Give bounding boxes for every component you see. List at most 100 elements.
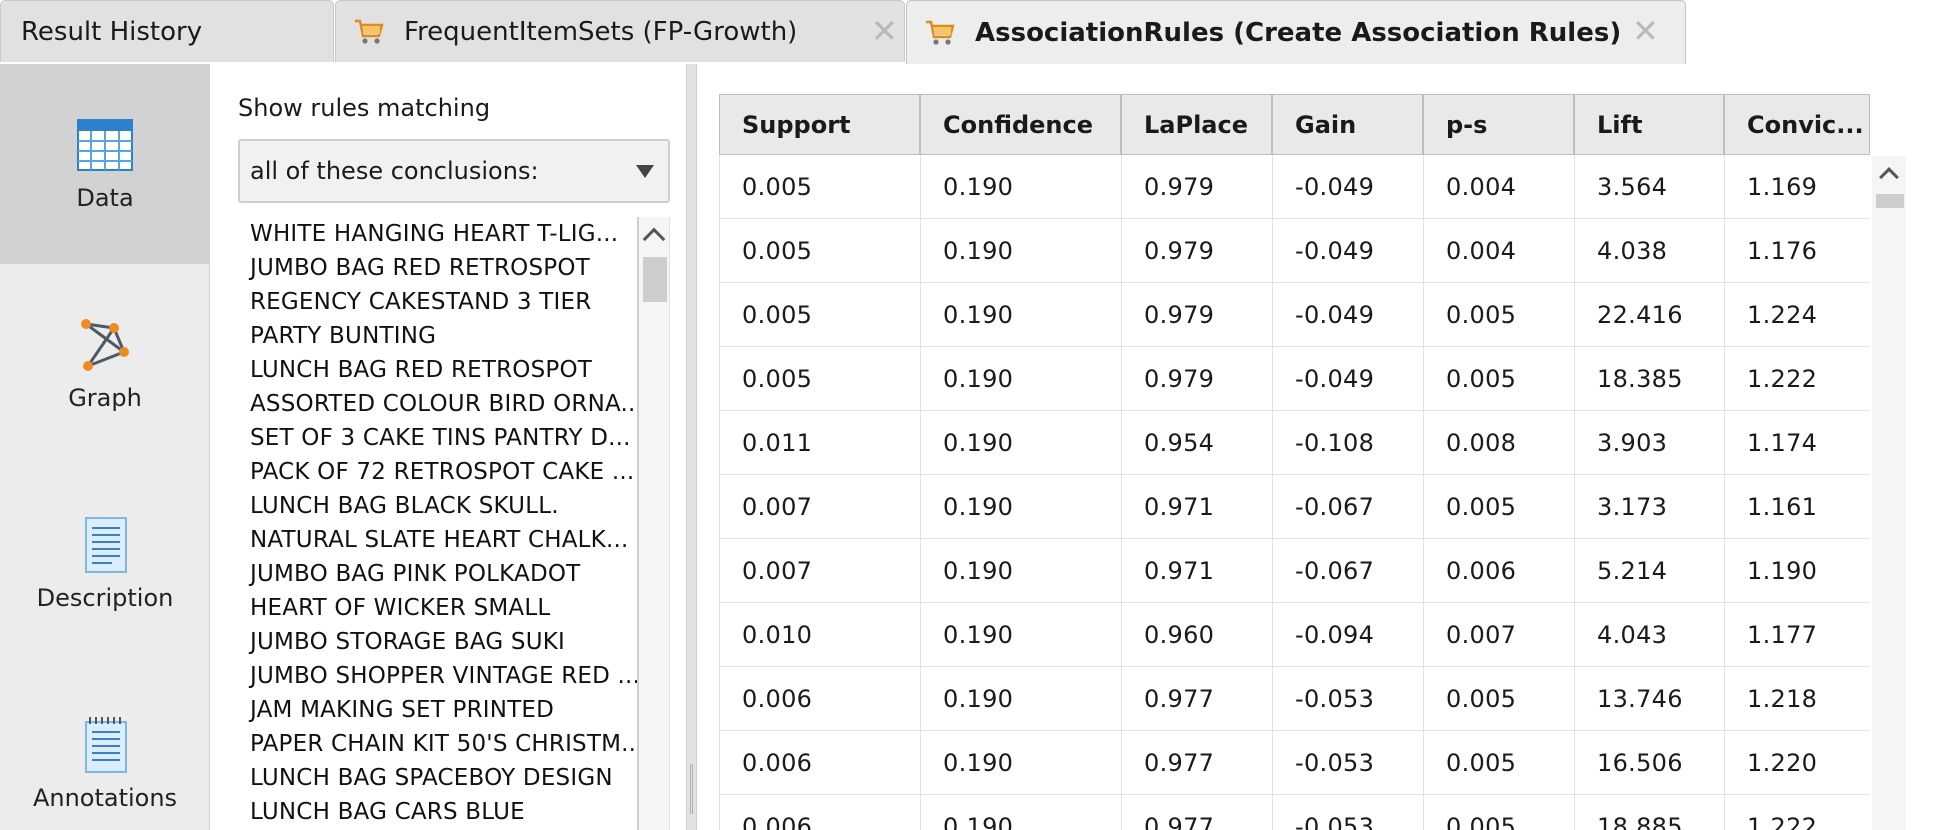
list-item[interactable]: JUMBO BAG RED RETROSPOT	[250, 255, 590, 281]
table-cell: 0.979	[1121, 347, 1272, 411]
list-item[interactable]: JUMBO STORAGE BAG SUKI	[250, 629, 565, 655]
table-cell: 0.006	[719, 795, 920, 830]
table-cell: 0.005	[1423, 667, 1574, 731]
tab-label: Result History	[21, 16, 203, 47]
table-cell: 0.005	[719, 155, 920, 219]
table-cell: 1.224	[1724, 283, 1870, 347]
table-row[interactable]: 0.005 0.190 0.979 -0.049 0.004 3.564 1.169	[719, 155, 1870, 219]
table-cell: 0.190	[920, 475, 1121, 539]
table-row[interactable]: 0.006 0.190 0.977 -0.053 0.005 13.746 1.218	[719, 667, 1870, 731]
close-icon[interactable]: ✕	[1632, 12, 1659, 50]
table-cell: 3.173	[1574, 475, 1724, 539]
table-row[interactable]: 0.005 0.190 0.979 -0.049 0.005 22.416 1.224	[719, 283, 1870, 347]
table-row[interactable]: 0.007 0.190 0.971 -0.067 0.006 5.214 1.190	[719, 539, 1870, 603]
table-cell: 0.006	[719, 731, 920, 795]
column-header[interactable]: Gain	[1272, 94, 1423, 155]
scrollbar-thumb[interactable]	[1876, 194, 1904, 208]
table-cell: 0.005	[1423, 475, 1574, 539]
table-cell: 0.977	[1121, 731, 1272, 795]
list-border	[637, 217, 639, 830]
table-scrollbar[interactable]	[1872, 156, 1906, 830]
table-cell: 0.971	[1121, 539, 1272, 603]
table-row[interactable]: 0.011 0.190 0.954 -0.108 0.008 3.903 1.174	[719, 411, 1870, 475]
nav-label: Annotations	[32, 784, 178, 812]
scrollbar-thumb[interactable]	[643, 257, 667, 302]
table-cell: 0.004	[1423, 219, 1574, 283]
table-row[interactable]: 0.010 0.190 0.960 -0.094 0.007 4.043 1.177	[719, 603, 1870, 667]
cart-icon	[355, 19, 384, 44]
rules-table-panel: 0.005 0.190 0.979 -0.049 0.004 3.564 1.169 0.00…	[697, 64, 1934, 830]
table-cell: 0.190	[920, 667, 1121, 731]
table-cell: 0.190	[920, 411, 1121, 475]
column-header[interactable]: LaPlace	[1121, 94, 1272, 155]
table-cell: 1.161	[1724, 475, 1870, 539]
table-icon	[77, 119, 133, 171]
table-cell: -0.053	[1272, 795, 1423, 830]
column-header[interactable]: Support	[719, 94, 920, 155]
list-item[interactable]: LUNCH BAG CARS BLUE	[250, 799, 525, 825]
table-row[interactable]: 0.006 0.190 0.977 -0.053 0.005 16.506 1.220	[719, 731, 1870, 795]
list-item[interactable]: JAM MAKING SET PRINTED	[250, 697, 555, 723]
table-cell: 1.174	[1724, 411, 1870, 475]
table-cell: 18.385	[1574, 347, 1724, 411]
table-cell: 13.746	[1574, 667, 1724, 731]
list-item[interactable]: HEART OF WICKER SMALL	[250, 595, 551, 621]
table-row[interactable]: 0.006 0.190 0.977 -0.053 0.005 18.885 1.222	[719, 795, 1870, 830]
table-cell: 0.005	[1423, 283, 1574, 347]
table-row[interactable]: 0.005 0.190 0.979 -0.049 0.004 4.038 1.176	[719, 219, 1870, 283]
tab-label: FrequentItemSets (FP-Growth)	[404, 16, 798, 47]
table-row[interactable]: 0.007 0.190 0.971 -0.067 0.005 3.173 1.161	[719, 475, 1870, 539]
list-item[interactable]: PARTY BUNTING	[250, 323, 437, 349]
column-header[interactable]: Lift	[1574, 94, 1724, 155]
table-cell: 5.214	[1574, 539, 1724, 603]
table-cell: 0.004	[1423, 155, 1574, 219]
column-header[interactable]: Convic...	[1724, 94, 1870, 155]
list-item[interactable]: WHITE HANGING HEART T-LIG...	[250, 221, 619, 247]
document-icon	[85, 517, 127, 573]
table-cell: 0.954	[1121, 411, 1272, 475]
table-cell: -0.067	[1272, 475, 1423, 539]
table-cell: -0.049	[1272, 347, 1423, 411]
tab-result-history[interactable]: Result History	[0, 0, 334, 62]
table-cell: 0.190	[920, 731, 1121, 795]
column-header[interactable]: p-s	[1423, 94, 1574, 155]
chevron-up-icon[interactable]	[1879, 167, 1899, 187]
panel-splitter[interactable]	[686, 64, 697, 830]
column-header[interactable]: Confidence	[920, 94, 1121, 155]
table-cell: 0.190	[920, 795, 1121, 830]
nav-description[interactable]: Description	[0, 464, 210, 664]
item-list-scrollbar[interactable]	[639, 217, 670, 830]
chevron-down-icon	[636, 165, 654, 178]
table-cell: 1.222	[1724, 795, 1870, 830]
tab-bar: Result History FrequentItemSets (FP-Grow…	[0, 0, 1934, 64]
rule-filter-panel: Show rules matching all of these conclus…	[211, 64, 686, 830]
nav-annotations[interactable]: Annotations	[0, 664, 210, 830]
list-item[interactable]: SET OF 3 CAKE TINS PANTRY D...	[250, 425, 631, 451]
table-cell: 0.005	[719, 347, 920, 411]
table-cell: 3.903	[1574, 411, 1724, 475]
list-item[interactable]: NATURAL SLATE HEART CHALK...	[250, 527, 629, 553]
tab-association-rules[interactable]: AssociationRules (Create Association Rul…	[906, 0, 1686, 64]
splitter-grip[interactable]	[690, 764, 693, 814]
list-item[interactable]: ASSORTED COLOUR BIRD ORNA...	[250, 391, 638, 417]
list-item[interactable]: LUNCH BAG RED RETROSPOT	[250, 357, 593, 383]
list-item[interactable]: PACK OF 72 RETROSPOT CAKE ...	[250, 459, 635, 485]
list-item[interactable]: REGENCY CAKESTAND 3 TIER	[250, 289, 592, 315]
tab-frequent-itemsets[interactable]: FrequentItemSets (FP-Growth) ✕	[335, 0, 905, 62]
conclusion-mode-dropdown[interactable]: all of these conclusions:	[238, 139, 670, 203]
table-cell: 0.011	[719, 411, 920, 475]
graph-icon	[81, 319, 129, 371]
list-item[interactable]: LUNCH BAG SPACEBOY DESIGN	[250, 765, 613, 791]
nav-data[interactable]: Data	[0, 64, 210, 264]
list-item[interactable]: PAPER CHAIN KIT 50'S CHRISTM...	[250, 731, 638, 757]
table-cell: 16.506	[1574, 731, 1724, 795]
nav-graph[interactable]: Graph	[0, 264, 210, 464]
table-cell: 0.007	[1423, 603, 1574, 667]
list-item[interactable]: LUNCH BAG BLACK SKULL.	[250, 493, 559, 519]
list-item[interactable]: JUMBO BAG PINK POLKADOT	[250, 561, 581, 587]
chevron-up-icon[interactable]	[642, 227, 666, 251]
filter-title: Show rules matching	[238, 94, 491, 122]
list-item[interactable]: JUMBO SHOPPER VINTAGE RED ...	[250, 663, 638, 689]
table-row[interactable]: 0.005 0.190 0.979 -0.049 0.005 18.385 1.222	[719, 347, 1870, 411]
close-icon[interactable]: ✕	[871, 12, 898, 50]
